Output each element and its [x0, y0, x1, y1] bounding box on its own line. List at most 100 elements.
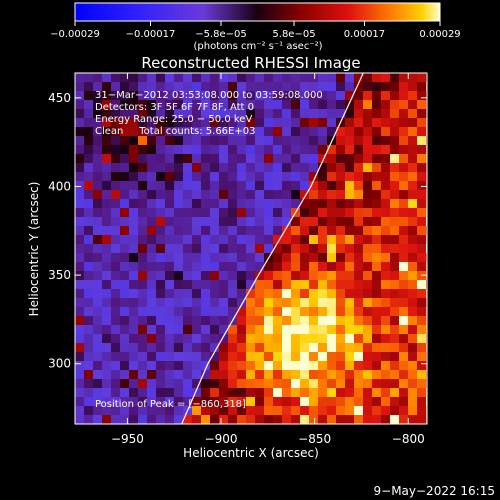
heatmap-cell — [102, 343, 112, 353]
heatmap-cell — [291, 118, 301, 128]
heatmap-cell — [129, 343, 139, 353]
heatmap-cell — [93, 388, 103, 398]
heatmap-cell — [282, 190, 292, 200]
heatmap-cell — [291, 127, 301, 137]
heatmap-cell — [210, 370, 220, 380]
heatmap-cell — [237, 154, 247, 164]
heatmap-cell — [363, 235, 373, 245]
heatmap-cell — [381, 244, 391, 254]
heatmap-cell — [129, 244, 139, 254]
heatmap-cell — [93, 289, 103, 299]
heatmap-cell — [192, 352, 202, 362]
heatmap-cell — [93, 172, 103, 182]
heatmap-cell — [309, 199, 319, 209]
heatmap-cell — [174, 361, 184, 371]
heatmap-cell — [390, 109, 400, 119]
heatmap-cell — [120, 226, 130, 236]
heatmap-cell — [228, 226, 238, 236]
heatmap-cell — [246, 307, 256, 317]
heatmap-cell — [381, 163, 391, 173]
heatmap-cell — [300, 235, 310, 245]
heatmap-cell — [111, 100, 121, 110]
heatmap-cell — [219, 235, 229, 245]
heatmap-cell — [282, 154, 292, 164]
heatmap-cell — [291, 406, 301, 416]
heatmap-cell — [93, 244, 103, 254]
heatmap-cell — [300, 262, 310, 272]
heatmap-cell — [237, 235, 247, 245]
heatmap-cell — [111, 370, 121, 380]
heatmap-cell — [354, 145, 364, 155]
heatmap-cell — [174, 307, 184, 317]
heatmap-cell — [327, 82, 337, 92]
heatmap-cell — [219, 109, 229, 119]
heatmap-cell — [219, 172, 229, 182]
heatmap-cell — [354, 217, 364, 227]
heatmap-cell — [363, 208, 373, 218]
heatmap-cell — [417, 298, 427, 308]
heatmap-cell — [264, 163, 274, 173]
heatmap-cell — [75, 136, 85, 146]
heatmap-cell — [75, 100, 85, 110]
heatmap-cell — [408, 271, 418, 281]
heatmap-cell — [282, 379, 292, 389]
heatmap-cell — [183, 163, 193, 173]
heatmap-cell — [192, 289, 202, 299]
heatmap-cell — [264, 100, 274, 110]
heatmap-cell — [75, 316, 85, 326]
heatmap-cell — [93, 235, 103, 245]
heatmap-cell — [102, 109, 112, 119]
colorbar-tick-label: 5.8e−05 — [272, 29, 315, 40]
heatmap-cell — [246, 208, 256, 218]
heatmap-cell — [75, 406, 85, 416]
heatmap-cell — [417, 406, 427, 416]
heatmap-cell — [219, 181, 229, 191]
heatmap-cell — [165, 289, 175, 299]
heatmap-cell — [147, 388, 157, 398]
heatmap-cell — [201, 397, 211, 407]
heatmap-cell — [363, 172, 373, 182]
heatmap-cell — [408, 136, 418, 146]
heatmap-cell — [228, 199, 238, 209]
heatmap-cell — [363, 325, 373, 335]
heatmap-cell — [336, 82, 346, 92]
heatmap-cell — [102, 163, 112, 173]
heatmap-cell — [300, 226, 310, 236]
heatmap-cell — [183, 352, 193, 362]
heatmap-cell — [372, 172, 382, 182]
heatmap-cell — [417, 190, 427, 200]
heatmap-cell — [327, 109, 337, 119]
heatmap-cell — [138, 244, 148, 254]
chart-title: Reconstructed RHESSI Image — [141, 54, 360, 72]
heatmap-cell — [147, 136, 157, 146]
heatmap-cell — [192, 208, 202, 218]
heatmap-cell — [363, 307, 373, 317]
heatmap-cell — [390, 181, 400, 191]
heatmap-cell — [120, 145, 130, 155]
heatmap-cell — [264, 370, 274, 380]
heatmap-cell — [309, 226, 319, 236]
heatmap-cell — [165, 100, 175, 110]
heatmap-cell — [75, 298, 85, 308]
colorbar-unit-label: (photons cm⁻² s⁻¹ asec⁻²) — [193, 41, 322, 52]
heatmap-cell — [156, 190, 166, 200]
heatmap-cell — [399, 109, 409, 119]
heatmap-cell — [147, 226, 157, 236]
heatmap-cell — [327, 262, 337, 272]
heatmap-cell — [237, 244, 247, 254]
heatmap-cell — [399, 397, 409, 407]
heatmap-cell — [282, 361, 292, 371]
heatmap-cell — [165, 154, 175, 164]
heatmap-cell — [399, 253, 409, 263]
heatmap-cell — [102, 244, 112, 254]
heatmap-cell — [174, 298, 184, 308]
heatmap-cell — [156, 163, 166, 173]
heatmap-cell — [165, 226, 175, 236]
heatmap-cell — [300, 181, 310, 191]
heatmap-cell — [84, 253, 94, 263]
heatmap-cell — [192, 127, 202, 137]
heatmap-cell — [111, 109, 121, 119]
heatmap-cell — [255, 181, 265, 191]
heatmap-cell — [354, 289, 364, 299]
heatmap-cell — [129, 226, 139, 236]
